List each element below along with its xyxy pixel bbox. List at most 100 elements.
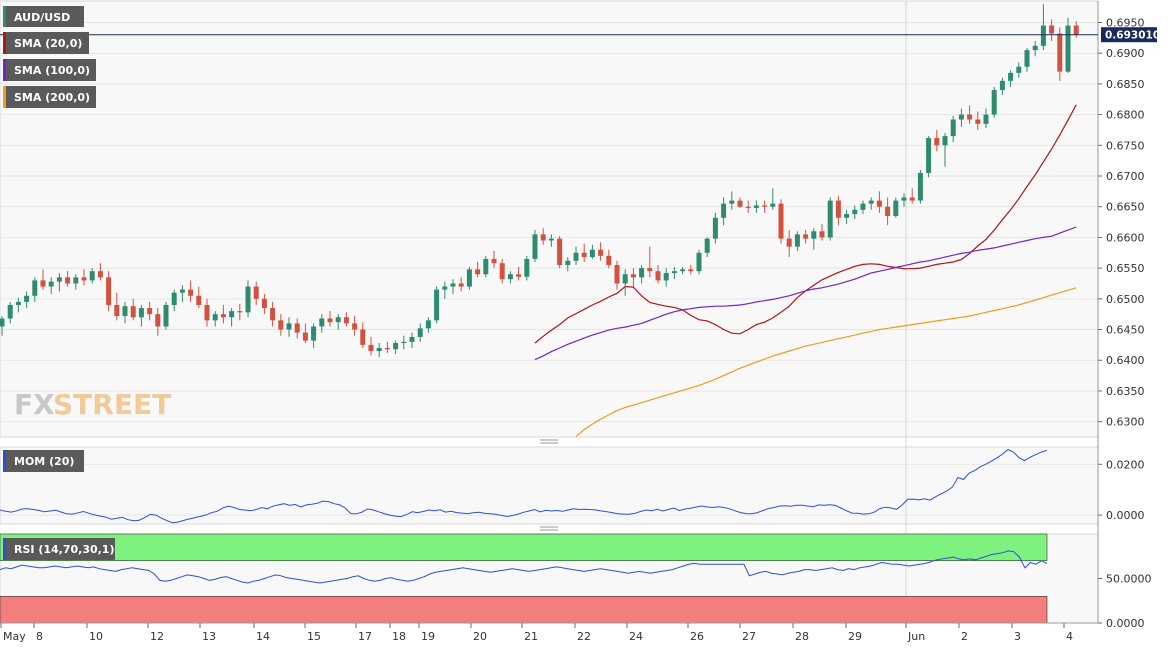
- candle-down: [196, 295, 202, 305]
- candle-down: [352, 323, 358, 330]
- rsi-oversold-band: [0, 595, 1048, 624]
- legend-sma200-label: SMA (200,0): [14, 91, 90, 104]
- candle-down: [967, 114, 973, 120]
- candle-up: [950, 119, 956, 137]
- candle-down: [581, 252, 587, 258]
- candle-down: [737, 200, 743, 207]
- price-tick-label: 0.6950: [1106, 16, 1145, 29]
- x-tick-label: 18: [392, 630, 406, 643]
- candle-up: [1065, 25, 1071, 72]
- candle-up: [401, 341, 407, 344]
- legend-sma20[interactable]: SMA (20,0): [3, 32, 89, 54]
- x-tick-label: 4: [1066, 630, 1073, 643]
- candle-down: [188, 289, 194, 296]
- candle-up: [466, 269, 472, 287]
- price-tick-label: 0.6700: [1106, 170, 1145, 183]
- price-panel: [0, 0, 1099, 438]
- candle-up: [704, 238, 710, 253]
- candle-up: [639, 268, 645, 278]
- candle-down: [343, 317, 349, 324]
- candle-down: [630, 274, 636, 278]
- candle-down: [614, 265, 620, 284]
- candle-up: [335, 317, 341, 323]
- candle-up: [393, 343, 399, 350]
- candle-down: [220, 314, 226, 318]
- candle-down: [40, 280, 46, 287]
- candle-down: [270, 308, 276, 321]
- x-tick-label: Jun: [907, 630, 925, 643]
- mom-line: [0, 448, 1048, 524]
- rsi-tick-label: 50.0000: [1106, 573, 1152, 586]
- candles-layer: [0, 4, 1079, 358]
- candle-up: [1032, 45, 1038, 51]
- candle-up: [729, 200, 735, 204]
- x-tick-label: 21: [524, 630, 538, 643]
- x-tick-label: 12: [150, 630, 164, 643]
- candle-down: [155, 314, 161, 327]
- candle-up: [794, 234, 800, 247]
- candle-up: [680, 269, 686, 272]
- candle-down: [302, 332, 308, 341]
- price-tick-label: 0.6650: [1106, 201, 1145, 214]
- candle-up: [893, 200, 899, 216]
- candle-up: [942, 136, 948, 146]
- price-tick-label: 0.6400: [1106, 354, 1145, 367]
- candle-up: [48, 281, 54, 287]
- candle-down: [762, 205, 768, 207]
- candle-up: [376, 347, 382, 352]
- x-tick-label: 15: [307, 630, 321, 643]
- legend-sma100[interactable]: SMA (100,0): [3, 59, 96, 81]
- price-tick-label: 0.6300: [1106, 416, 1145, 429]
- candle-up: [565, 260, 571, 266]
- candle-down: [130, 306, 136, 318]
- rsi-line: [0, 550, 1048, 584]
- legend-rsi[interactable]: RSI (14,70,30,1): [3, 538, 115, 560]
- x-tick-label: 28: [795, 630, 809, 643]
- candle-up: [179, 289, 185, 293]
- price-tick-label: 0.6750: [1106, 139, 1145, 152]
- candle-up: [286, 323, 292, 330]
- price-tick-label: 0.6350: [1106, 385, 1145, 398]
- x-tick-label: 13: [202, 630, 216, 643]
- candle-down: [557, 238, 563, 266]
- axis-layer: 0.6950 0.6900 0.6850 0.6800 0.6750 0.6700 0.66…: [0, 1, 1152, 643]
- candle-up: [548, 238, 554, 241]
- candle-down: [475, 269, 481, 275]
- x-tick-label: 10: [89, 630, 103, 643]
- series-layer: [0, 104, 1077, 584]
- candle-up: [926, 137, 932, 173]
- candle-down: [1073, 25, 1079, 35]
- legend-sma100-label: SMA (100,0): [14, 64, 90, 77]
- legend-mom[interactable]: MOM (20): [3, 450, 84, 472]
- price-tick-label: 0.6800: [1106, 109, 1145, 122]
- panel-splitter-2[interactable]: [540, 526, 558, 531]
- candle-up: [450, 283, 456, 287]
- grid-layer: [0, 1, 1098, 623]
- legend-symbol[interactable]: AUD/USD: [3, 6, 84, 27]
- candle-up: [721, 203, 727, 218]
- price-tick-label: 0.6500: [1106, 293, 1145, 306]
- candle-down: [458, 283, 464, 287]
- candle-up: [671, 271, 677, 274]
- candle-down: [261, 298, 267, 309]
- candle-up: [15, 301, 21, 305]
- candle-down: [237, 311, 243, 313]
- candle-up: [958, 114, 964, 120]
- candle-up: [532, 234, 538, 259]
- candle-down: [803, 234, 809, 239]
- x-tick-label: May: [3, 630, 26, 643]
- rsi-overbought-band: [0, 533, 1048, 562]
- candle-up: [138, 308, 144, 318]
- candle-down: [65, 277, 71, 284]
- candle-down: [384, 347, 390, 350]
- candle-down: [97, 271, 103, 278]
- candle-up: [507, 274, 513, 280]
- legend-sma200[interactable]: SMA (200,0): [3, 86, 96, 108]
- legend-sma20-label: SMA (20,0): [14, 37, 82, 50]
- candle-down: [278, 320, 284, 330]
- candle-up: [753, 205, 759, 208]
- x-tick-label: 22: [577, 630, 591, 643]
- candle-up: [852, 209, 858, 215]
- panel-splitter-1[interactable]: [540, 439, 558, 444]
- candle-up: [1040, 25, 1046, 46]
